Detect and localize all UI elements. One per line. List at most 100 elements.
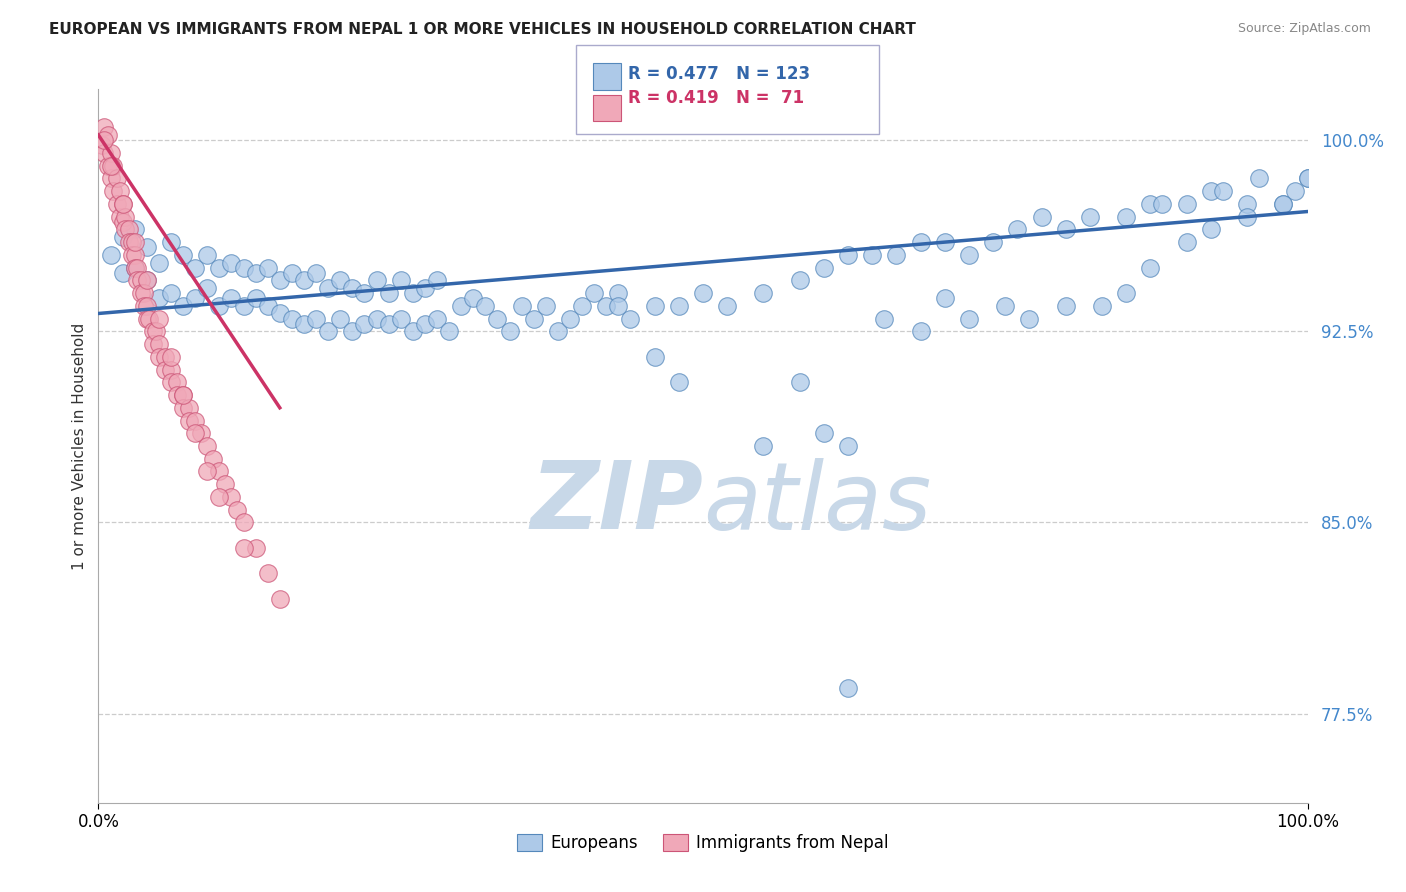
Point: [269, 273, 291, 287]
Point: [184, 413, 207, 427]
Point: [232, 299, 254, 313]
Point: [837, 681, 859, 695]
Point: [121, 248, 143, 262]
Point: [366, 273, 388, 287]
Point: [145, 324, 167, 338]
Point: [1007, 222, 1029, 236]
Point: [184, 426, 207, 441]
Point: [1175, 235, 1198, 249]
Point: [108, 210, 131, 224]
Point: [118, 222, 141, 236]
Point: [547, 324, 569, 338]
Point: [160, 350, 183, 364]
Point: [148, 350, 170, 364]
Point: [860, 248, 883, 262]
Point: [910, 324, 932, 338]
Text: EUROPEAN VS IMMIGRANTS FROM NEPAL 1 OR MORE VEHICLES IN HOUSEHOLD CORRELATION CH: EUROPEAN VS IMMIGRANTS FROM NEPAL 1 OR M…: [49, 22, 917, 37]
Point: [813, 260, 835, 275]
Point: [245, 291, 267, 305]
Point: [1199, 222, 1222, 236]
Point: [1212, 184, 1234, 198]
Point: [957, 248, 980, 262]
Text: ZIP: ZIP: [530, 457, 703, 549]
Point: [172, 248, 194, 262]
Point: [208, 299, 231, 313]
Point: [153, 362, 176, 376]
Point: [134, 286, 156, 301]
Point: [195, 439, 218, 453]
Point: [135, 273, 157, 287]
Point: [208, 260, 231, 275]
Point: [232, 260, 254, 275]
Point: [100, 159, 122, 173]
Point: [111, 266, 134, 280]
Point: [138, 311, 160, 326]
Point: [910, 235, 932, 249]
Point: [184, 260, 207, 275]
Point: [413, 317, 436, 331]
Text: R = 0.477   N = 123: R = 0.477 N = 123: [628, 65, 811, 83]
Point: [534, 299, 557, 313]
Point: [142, 324, 165, 338]
Point: [121, 235, 143, 249]
Point: [837, 248, 859, 262]
Point: [437, 324, 460, 338]
Point: [292, 317, 315, 331]
Point: [214, 477, 236, 491]
Point: [1236, 210, 1258, 224]
Point: [100, 248, 122, 262]
Point: [195, 281, 218, 295]
Point: [498, 324, 520, 338]
Point: [256, 299, 278, 313]
Point: [668, 376, 690, 390]
Point: [232, 541, 254, 555]
Point: [934, 291, 956, 305]
Point: [957, 311, 980, 326]
Point: [100, 171, 122, 186]
Point: [124, 260, 146, 275]
Point: [353, 317, 375, 331]
Point: [111, 197, 134, 211]
Point: [1272, 197, 1295, 211]
Point: [93, 120, 115, 135]
Point: [160, 362, 183, 376]
Legend: Europeans, Immigrants from Nepal: Europeans, Immigrants from Nepal: [510, 827, 896, 859]
Point: [281, 311, 304, 326]
Point: [111, 215, 134, 229]
Point: [329, 273, 352, 287]
Point: [402, 286, 425, 301]
Point: [644, 350, 666, 364]
Point: [160, 235, 183, 249]
Point: [305, 311, 328, 326]
Point: [486, 311, 509, 326]
Point: [142, 337, 165, 351]
Point: [184, 291, 207, 305]
Point: [97, 159, 120, 173]
Point: [208, 465, 231, 479]
Point: [813, 426, 835, 441]
Point: [232, 516, 254, 530]
Point: [413, 281, 436, 295]
Point: [981, 235, 1004, 249]
Point: [789, 273, 811, 287]
Point: [607, 286, 630, 301]
Point: [135, 240, 157, 254]
Point: [389, 273, 412, 287]
Point: [100, 145, 122, 160]
Point: [463, 291, 485, 305]
Point: [1018, 311, 1040, 326]
Point: [1054, 222, 1077, 236]
Point: [195, 248, 218, 262]
Point: [97, 128, 120, 142]
Point: [426, 311, 449, 326]
Point: [1296, 171, 1319, 186]
Point: [111, 230, 134, 244]
Point: [583, 286, 606, 301]
Point: [1236, 197, 1258, 211]
Point: [134, 299, 156, 313]
Point: [129, 286, 152, 301]
Point: [377, 317, 399, 331]
Point: [523, 311, 546, 326]
Point: [644, 299, 666, 313]
Point: [450, 299, 472, 313]
